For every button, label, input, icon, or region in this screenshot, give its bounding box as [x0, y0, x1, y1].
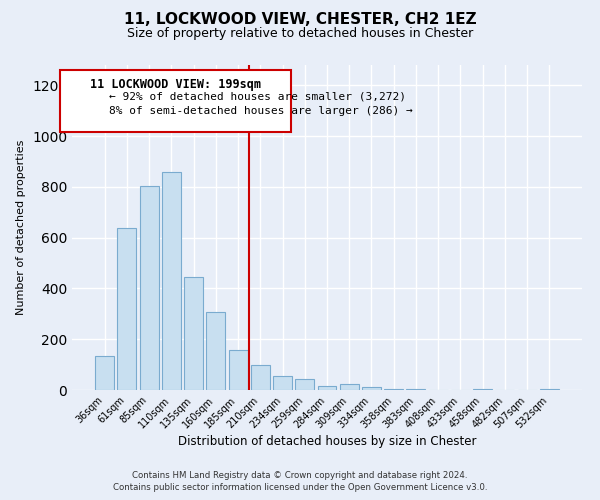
Text: Size of property relative to detached houses in Chester: Size of property relative to detached ho…	[127, 28, 473, 40]
Text: 11, LOCKWOOD VIEW, CHESTER, CH2 1EZ: 11, LOCKWOOD VIEW, CHESTER, CH2 1EZ	[124, 12, 476, 28]
X-axis label: Distribution of detached houses by size in Chester: Distribution of detached houses by size …	[178, 436, 476, 448]
Bar	[162, 172, 181, 390]
Bar	[118, 228, 136, 390]
Text: 11 LOCKWOOD VIEW: 199sqm: 11 LOCKWOOD VIEW: 199sqm	[90, 78, 261, 90]
Bar	[384, 388, 403, 390]
Bar	[317, 386, 337, 390]
Bar	[140, 186, 158, 390]
Text: ← 92% of detached houses are smaller (3,272): ← 92% of detached houses are smaller (3,…	[109, 92, 406, 102]
Text: 8% of semi-detached houses are larger (286) →: 8% of semi-detached houses are larger (2…	[109, 106, 413, 116]
Text: Contains public sector information licensed under the Open Government Licence v3: Contains public sector information licen…	[113, 484, 487, 492]
Text: Contains HM Land Registry data © Crown copyright and database right 2024.: Contains HM Land Registry data © Crown c…	[132, 471, 468, 480]
Bar	[251, 366, 270, 390]
Y-axis label: Number of detached properties: Number of detached properties	[16, 140, 26, 315]
Bar	[273, 376, 292, 390]
Bar	[340, 384, 359, 390]
Bar	[229, 350, 248, 390]
Bar	[184, 277, 203, 390]
Bar	[295, 379, 314, 390]
FancyBboxPatch shape	[61, 70, 290, 132]
Bar	[95, 356, 114, 390]
Bar	[362, 388, 381, 390]
Bar	[206, 312, 225, 390]
